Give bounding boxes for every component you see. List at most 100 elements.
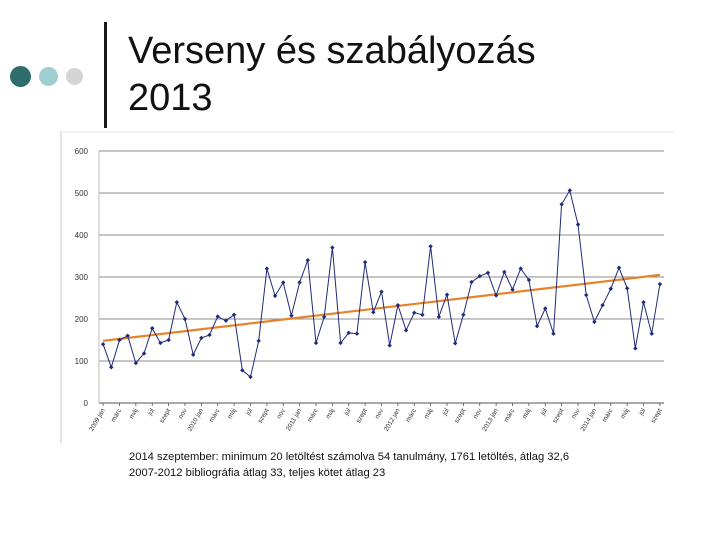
x-tick-label: márc [503, 407, 517, 424]
x-tick-label: szept [552, 407, 566, 424]
data-point [174, 300, 179, 305]
data-point [584, 292, 589, 298]
x-tick-label: szept [257, 407, 271, 424]
x-tick-label: nov [570, 407, 582, 420]
x-tick-label: 2009 jan [88, 407, 107, 432]
data-point [428, 244, 433, 249]
data-point [616, 265, 622, 270]
x-tick-label: szept [453, 407, 467, 424]
data-point [182, 316, 188, 322]
y-tick-label: 600 [75, 147, 89, 156]
x-tick-label: nov [374, 407, 386, 420]
title-line-1: Verseny és szabályozás [128, 30, 536, 72]
note-line-1: 2014 szeptember: minimum 20 letöltést sz… [129, 451, 570, 463]
data-point [338, 340, 343, 346]
x-tick-label: máj [128, 408, 139, 421]
data-point [150, 326, 155, 331]
data-point [502, 269, 507, 275]
data-point [141, 351, 147, 356]
y-tick-label: 300 [75, 273, 89, 282]
data-point [436, 314, 442, 320]
data-point [240, 368, 245, 373]
data-point [248, 374, 253, 380]
y-tick-label: 100 [75, 357, 89, 366]
data-point [321, 314, 327, 320]
data-point [289, 313, 294, 318]
data-point [166, 337, 171, 343]
x-tick-label: júl [244, 407, 254, 417]
data-point [633, 346, 638, 351]
data-point [543, 306, 548, 311]
data-point [641, 300, 646, 305]
x-tick-label: szept [355, 407, 369, 424]
x-tick-label: szept [650, 407, 664, 424]
data-point [387, 343, 392, 348]
data-point [420, 312, 425, 317]
data-point [109, 365, 114, 370]
data-point [624, 286, 630, 291]
x-tick-label: 2012 jan [383, 407, 402, 432]
x-tick-label: máj [620, 408, 631, 421]
data-point [559, 202, 564, 207]
x-tick-label: 2011 jan [285, 407, 303, 432]
x-tick-label: júl [539, 407, 549, 417]
y-tick-label: 0 [84, 399, 89, 408]
x-tick-label: nov [276, 407, 288, 420]
data-point [272, 293, 278, 299]
data-point [526, 277, 532, 283]
data-point [256, 338, 261, 344]
x-tick-label: máj [521, 408, 532, 421]
x-tick-label: márc [110, 407, 124, 424]
data-point [199, 335, 204, 341]
data-point [657, 281, 663, 287]
x-tick-label: márc [601, 407, 615, 424]
note-line-2: 2007-2012 bibliográfia átlag 33, teljes … [129, 467, 386, 479]
x-tick-label: máj [227, 408, 238, 421]
data-point [608, 286, 613, 291]
data-point [100, 342, 106, 347]
data-point [117, 337, 122, 343]
data-point [313, 340, 319, 346]
data-point [518, 266, 523, 271]
data-point [412, 310, 417, 315]
x-tick-label: 2014 jan [580, 407, 599, 432]
data-point [346, 330, 351, 336]
data-point [567, 188, 573, 193]
data-point [469, 279, 474, 285]
data-point [354, 331, 360, 336]
data-point [395, 302, 401, 308]
x-tick-label: szept [158, 407, 172, 424]
x-tick-label: nov [177, 407, 189, 420]
data-point [362, 260, 368, 265]
data-point [649, 331, 654, 336]
data-point [371, 310, 376, 315]
data-point [444, 292, 450, 297]
data-point [485, 270, 491, 275]
data-point [534, 323, 540, 329]
trend-line [102, 273, 661, 342]
x-tick-label: júl [637, 407, 647, 417]
data-point [592, 319, 597, 325]
data-point [158, 340, 163, 346]
title-divider [104, 22, 107, 128]
slide-title: Verseny és szabályozás 2013 [128, 28, 536, 122]
data-point [133, 360, 139, 366]
x-tick-label: márc [208, 407, 222, 424]
x-tick-label: 2013 jan [481, 407, 500, 432]
y-tick-label: 200 [75, 315, 89, 324]
data-point [575, 222, 581, 227]
x-tick-label: júl [146, 407, 156, 417]
dot-gray [66, 68, 83, 85]
x-tick-label: máj [325, 408, 336, 421]
x-tick-label: márc [405, 407, 419, 424]
y-tick-label: 500 [75, 189, 89, 198]
data-point [403, 328, 409, 333]
data-point [190, 352, 196, 357]
data-point [551, 331, 556, 336]
dot-light [39, 67, 58, 86]
x-tick-label: 2010 jan [187, 407, 206, 432]
data-point [223, 318, 229, 323]
x-tick-label: júl [441, 407, 451, 417]
decorative-dots [10, 66, 83, 87]
